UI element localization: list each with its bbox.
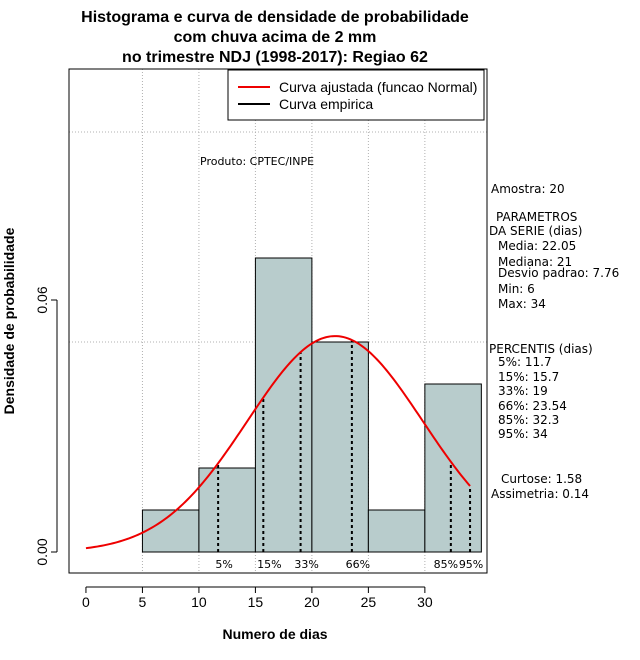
histogram-bar (311, 341, 369, 553)
percentil-5: 5%: 11.7 (498, 355, 552, 369)
histogram-bar (141, 509, 200, 553)
percentil-95: 95%: 34 (498, 427, 548, 441)
legend-label-normal: Curva ajustada (funcao Normal) (279, 79, 477, 95)
histogram-bar (254, 257, 313, 553)
x-axis-label: Numero de dias (222, 626, 327, 642)
x-tick-label: 30 (417, 594, 433, 610)
histogram-bar (367, 509, 426, 553)
percentile-label: 66% (346, 558, 370, 571)
percentile-label: 95% (459, 558, 483, 571)
percentil-85: 85%: 32.3 (498, 413, 559, 427)
x-tick-label: 20 (304, 594, 320, 610)
histogram-bars (141, 257, 482, 553)
x-tick-label: 25 (361, 594, 377, 610)
chart-title-line-3: no trimestre NDJ (1998-2017): Regiao 62 (122, 49, 428, 66)
percentil-15: 15%: 15.7 (498, 370, 559, 384)
percentile-label: 15% (257, 558, 281, 571)
params-title-2: DA SERIE (dias) (489, 224, 582, 238)
percentile-lines (217, 340, 472, 552)
percentis-title: PERCENTIS (dias) (489, 342, 593, 356)
params-title-1: PARAMETROS (496, 210, 577, 224)
sample-size: Amostra: 20 (491, 182, 565, 196)
y-axis-label: Densidade de probabilidade (1, 227, 17, 414)
kurtosis: Curtose: 1.58 (501, 472, 582, 486)
param-max: Max: 34 (498, 297, 546, 311)
skewness: Assimetria: 0.14 (491, 487, 589, 501)
param-mean: Media: 22.05 (498, 239, 576, 253)
legend-label-empirical: Curva empirica (279, 96, 373, 112)
chart-title-line-1: Histograma e curva de densidade de proba… (81, 9, 469, 26)
percentil-33: 33%: 19 (498, 384, 548, 398)
percentile-label: 85% (434, 558, 458, 571)
x-tick-label: 15 (248, 594, 264, 610)
x-tick-label: 5 (139, 594, 147, 610)
side-panel: Amostra: 20 PARAMETROS DA SERIE (dias) M… (489, 182, 619, 501)
y-tick-label: 0.00 (34, 538, 50, 565)
param-sd: Desvio padrao: 7.76 (498, 266, 619, 280)
grid-lines (69, 69, 487, 573)
legend: Curva ajustada (funcao Normal) Curva emp… (227, 69, 485, 121)
histogram-bar (198, 467, 256, 553)
param-median: Mediana: 21 (498, 255, 572, 269)
y-axis: 0.00 0.06 (34, 286, 58, 566)
y-tick-label: 0.06 (34, 286, 50, 313)
percentil-66: 66%: 23.54 (498, 399, 567, 413)
plot-frame (68, 68, 488, 574)
percentile-label: 33% (294, 558, 318, 571)
percentile-labels: 5% 15% 33% 66% 85% 95% (215, 558, 483, 571)
normal-curve-line (85, 335, 471, 550)
percentile-label: 5% (215, 558, 232, 571)
x-tick-label: 10 (191, 594, 207, 610)
histogram-bar (424, 383, 482, 553)
chart-title-line-2: com chuva acima de 2 mm (174, 29, 377, 46)
x-axis: 0 5 10 15 20 25 30 (82, 586, 433, 610)
product-note: Produto: CPTEC/INPE (200, 155, 314, 168)
x-tick-label: 0 (82, 594, 90, 610)
legend-box (227, 69, 485, 121)
param-min: Min: 6 (498, 282, 535, 296)
